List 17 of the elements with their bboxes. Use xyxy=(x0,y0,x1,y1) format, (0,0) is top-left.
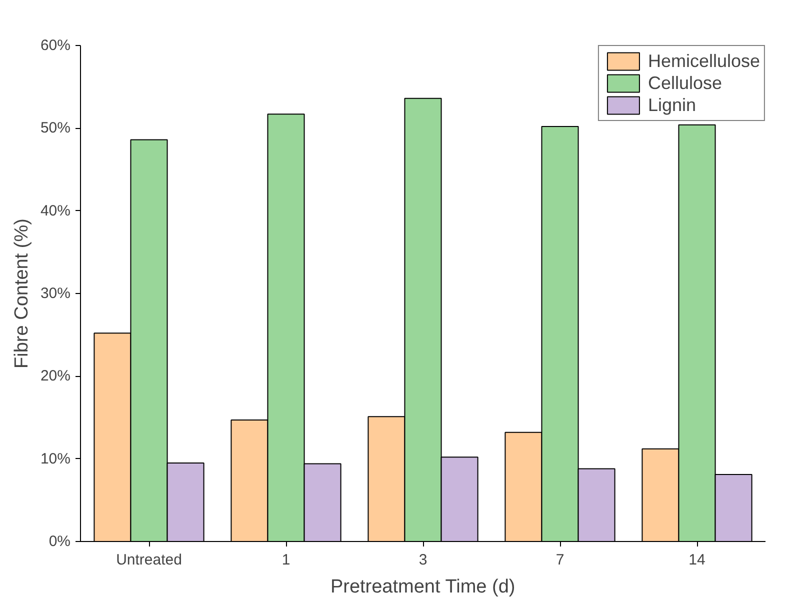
x-tick-label: 1 xyxy=(282,552,290,568)
legend-label: Hemicellulose xyxy=(648,50,760,72)
x-axis-title: Pretreatment Time (d) xyxy=(330,576,516,598)
legend-label: Cellulose xyxy=(648,72,722,94)
legend-label: Lignin xyxy=(648,94,696,116)
x-tick-label: 14 xyxy=(688,552,706,568)
x-tick-label: 7 xyxy=(556,552,564,568)
y-tick-label: 40% xyxy=(40,202,71,220)
y-tick-label: 60% xyxy=(40,37,71,54)
y-tick-label: 20% xyxy=(40,368,71,385)
y-tick-label: 50% xyxy=(40,120,71,137)
x-tick-label: Untreated xyxy=(116,552,182,568)
y-tick-label: 0% xyxy=(48,533,71,550)
y-axis-title: Fibre Content (%) xyxy=(11,218,32,368)
y-tick-label: 10% xyxy=(40,450,71,468)
x-tick-label: 3 xyxy=(418,552,428,568)
y-tick-label: 30% xyxy=(40,285,71,302)
